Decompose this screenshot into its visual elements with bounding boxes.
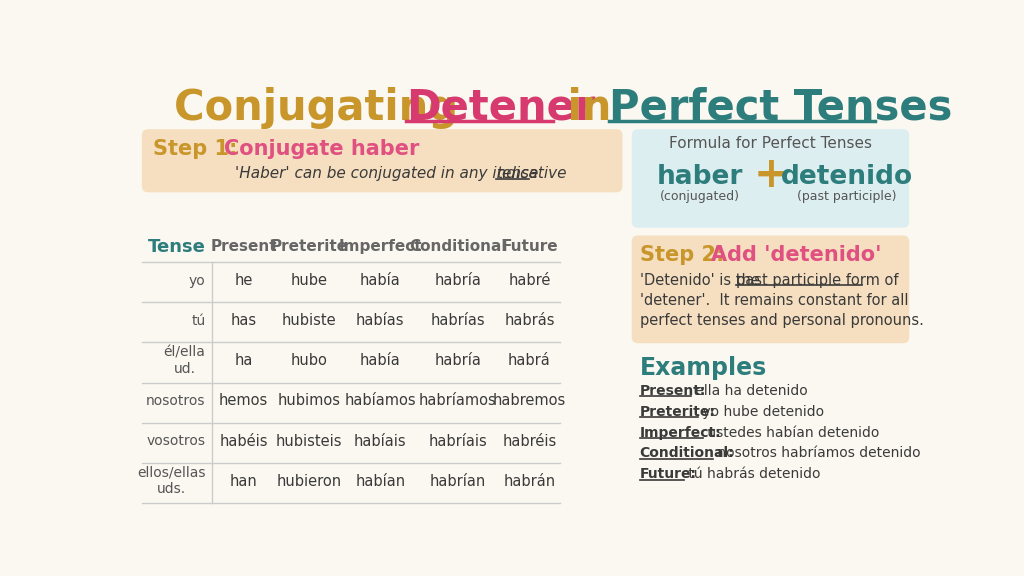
Text: habíais: habíais [354, 434, 407, 449]
Text: habrá: habrá [508, 354, 551, 369]
Text: Preterite: Preterite [270, 240, 348, 255]
Text: hemos: hemos [219, 393, 268, 408]
Text: 'detener'.  It remains constant for all: 'detener'. It remains constant for all [640, 293, 908, 308]
Text: Step 1:: Step 1: [153, 139, 245, 159]
Text: tense: tense [496, 166, 539, 181]
Text: hube: hube [291, 274, 328, 289]
Text: Add 'detenido': Add 'detenido' [711, 245, 881, 266]
Text: nosotros: nosotros [146, 394, 206, 408]
Text: había: había [359, 354, 400, 369]
Text: has: has [230, 313, 257, 328]
Text: Future:: Future: [640, 467, 696, 481]
Text: él/ella
ud.: él/ella ud. [164, 346, 206, 376]
Text: Imperfect: Imperfect [339, 240, 422, 255]
Text: (past participle): (past participle) [798, 191, 897, 203]
Text: Conjugate haber: Conjugate haber [224, 139, 419, 159]
Text: tú: tú [191, 314, 206, 328]
Text: he: he [234, 274, 253, 289]
Text: habrías: habrías [430, 313, 485, 328]
Text: Present: Present [210, 240, 276, 255]
Text: Conditional:: Conditional: [640, 446, 734, 460]
Text: han: han [229, 473, 257, 488]
Text: 'Haber' can be conjugated in any indicative: 'Haber' can be conjugated in any indicat… [236, 166, 571, 181]
Text: habré: habré [508, 274, 551, 289]
Text: habéis: habéis [219, 434, 267, 449]
Text: hubisteis: hubisteis [276, 434, 343, 449]
Text: Detener: Detener [406, 86, 595, 128]
Text: Preterite:: Preterite: [640, 405, 716, 419]
Text: Imperfect:: Imperfect: [640, 426, 721, 439]
Text: habremos: habremos [493, 393, 566, 408]
Text: Future: Future [501, 240, 558, 255]
Text: vosotros: vosotros [146, 434, 206, 448]
Text: Conditional: Conditional [409, 240, 507, 255]
Text: +: + [754, 154, 788, 196]
FancyBboxPatch shape [632, 236, 909, 343]
FancyBboxPatch shape [142, 129, 623, 192]
Text: hubiste: hubiste [282, 313, 337, 328]
Text: perfect tenses and personal pronouns.: perfect tenses and personal pronouns. [640, 313, 924, 328]
Text: habrás: habrás [504, 313, 555, 328]
Text: Step 2:: Step 2: [640, 245, 731, 266]
Text: haber: haber [656, 164, 743, 190]
Text: Conjugating: Conjugating [174, 86, 473, 128]
Text: Present:: Present: [640, 384, 706, 398]
Text: in: in [553, 86, 626, 128]
Text: detenido: detenido [781, 164, 913, 190]
Text: habrán: habrán [504, 473, 555, 488]
Text: habría: habría [434, 354, 481, 369]
Text: Formula for Perfect Tenses: Formula for Perfect Tenses [669, 135, 872, 150]
Text: (conjugated): (conjugated) [659, 191, 740, 203]
Text: habríais: habríais [428, 434, 487, 449]
Text: tú habrás detenido: tú habrás detenido [684, 467, 820, 481]
Text: Perfect Tenses: Perfect Tenses [609, 86, 952, 128]
Text: nosotros habríamos detenido: nosotros habríamos detenido [713, 446, 921, 460]
Text: ella ha detenido: ella ha detenido [691, 384, 808, 398]
Text: 'Detenido' is the: 'Detenido' is the [640, 272, 764, 287]
Text: Examples: Examples [640, 356, 767, 380]
Text: hubo: hubo [291, 354, 328, 369]
Text: habría: habría [434, 274, 481, 289]
Text: yo: yo [188, 274, 206, 288]
Text: hubimos: hubimos [278, 393, 341, 408]
Text: habían: habían [355, 473, 406, 488]
Text: había: había [359, 274, 400, 289]
FancyBboxPatch shape [632, 129, 909, 228]
Text: ha: ha [234, 354, 253, 369]
Text: Tense: Tense [147, 238, 206, 256]
Text: ustedes habían detenido: ustedes habían detenido [702, 426, 880, 439]
Text: ellos/ellas
uds.: ellos/ellas uds. [137, 466, 206, 496]
Text: habíamos: habíamos [344, 393, 416, 408]
Text: habríamos: habríamos [419, 393, 497, 408]
Text: habrían: habrían [430, 473, 485, 488]
Text: past participle form of: past participle form of [736, 272, 898, 287]
Text: habías: habías [356, 313, 404, 328]
Text: habréis: habréis [503, 434, 557, 449]
Text: hubieron: hubieron [276, 473, 342, 488]
Text: yo hube detenido: yo hube detenido [698, 405, 824, 419]
